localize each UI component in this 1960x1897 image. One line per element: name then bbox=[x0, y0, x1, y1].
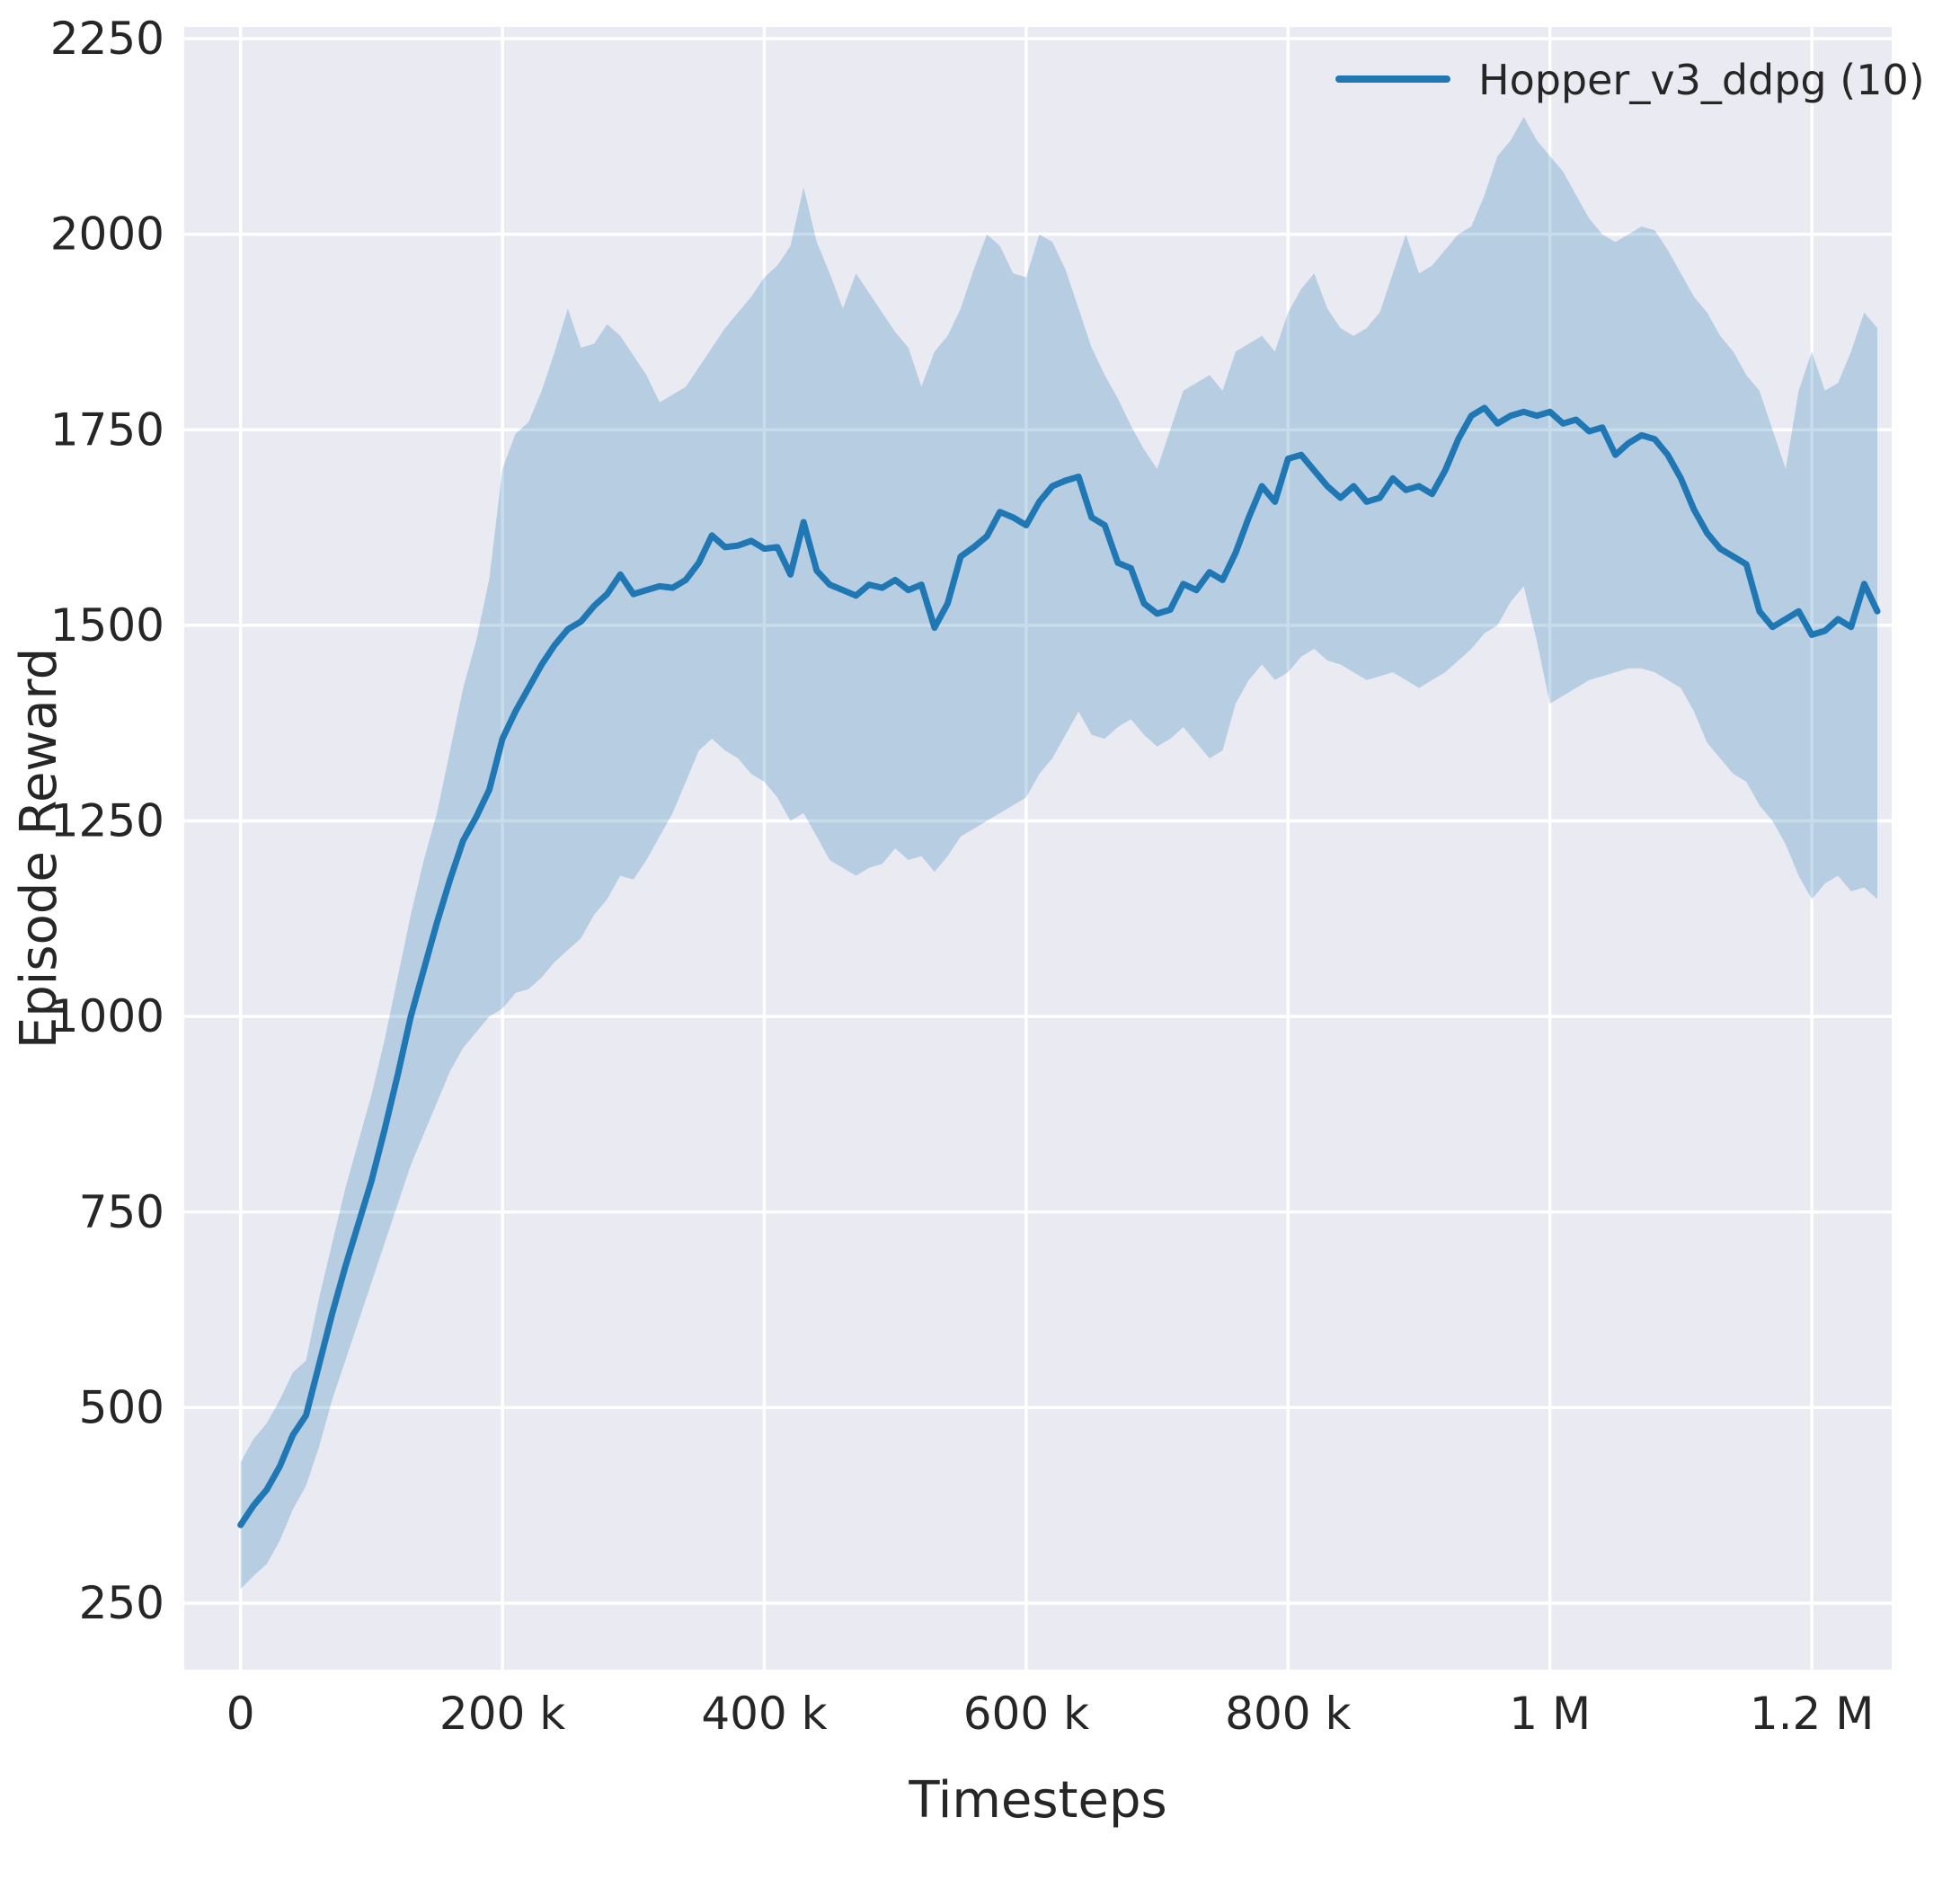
data-layer bbox=[237, 117, 1881, 1590]
mean-line bbox=[237, 404, 1881, 1529]
tick-layer: 0 200 k 400 k 600 k 800 k 1 M 1.2 M 250 500 750 10… bbox=[50, 13, 1875, 1740]
y-axis-title: Episode Reward bbox=[10, 648, 68, 1049]
legend-label: Hopper_v3_ddpg (10) bbox=[1478, 56, 1925, 104]
y-tick-label: 1500 bbox=[50, 599, 164, 652]
y-tick-label: 750 bbox=[79, 1186, 164, 1238]
x-tick-label: 0 bbox=[226, 1688, 255, 1740]
y-tick-label: 1000 bbox=[50, 990, 164, 1042]
x-tick-label: 1 M bbox=[1509, 1688, 1591, 1740]
x-tick-label: 800 k bbox=[1225, 1688, 1351, 1740]
x-tick-label: 1.2 M bbox=[1750, 1688, 1875, 1740]
y-tick-label: 2250 bbox=[50, 13, 164, 65]
y-tick-label: 1250 bbox=[50, 795, 164, 847]
legend: Hopper_v3_ddpg (10) bbox=[1335, 56, 1925, 104]
x-tick-label: 400 k bbox=[701, 1688, 827, 1740]
confidence-band bbox=[240, 117, 1878, 1590]
x-tick-label: 200 k bbox=[439, 1688, 565, 1740]
y-tick-label: 1750 bbox=[50, 403, 164, 456]
x-tick-label: 600 k bbox=[963, 1688, 1089, 1740]
x-axis-title: Timesteps bbox=[908, 1771, 1166, 1830]
plot-background bbox=[184, 27, 1892, 1670]
y-tick-label: 250 bbox=[79, 1577, 164, 1629]
y-tick-label: 2000 bbox=[50, 208, 164, 261]
y-tick-label: 500 bbox=[79, 1381, 164, 1433]
grid-layer bbox=[184, 27, 1892, 1670]
